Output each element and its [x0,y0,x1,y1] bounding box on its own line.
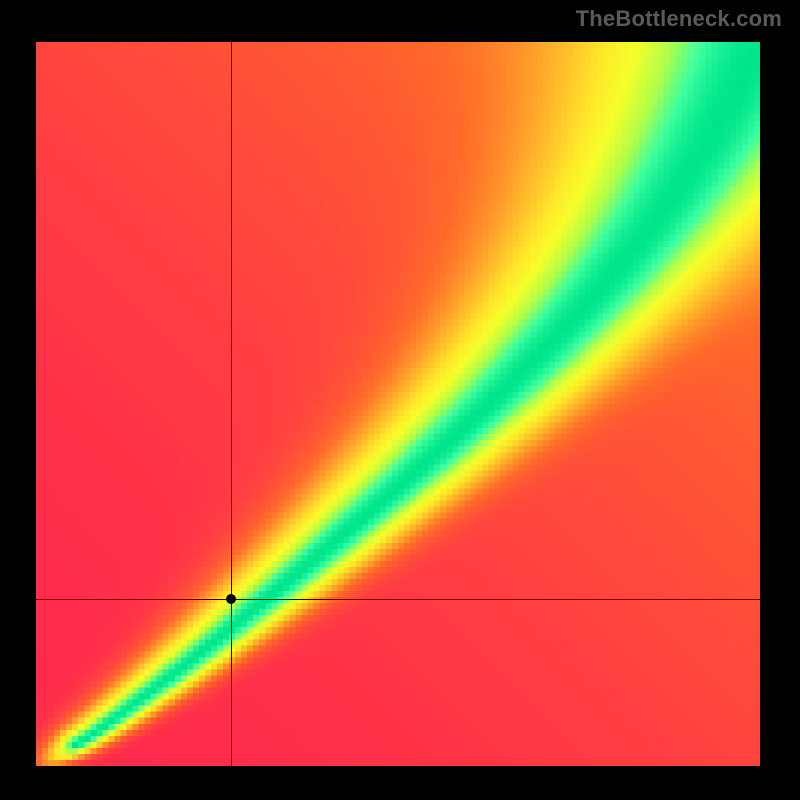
stage: TheBottleneck.com [0,0,800,800]
heatmap-plot [36,42,760,766]
crosshair-vertical [231,42,232,766]
crosshair-horizontal [36,599,760,600]
heatmap-canvas [36,42,760,766]
crosshair-dot [226,594,236,604]
source-watermark: TheBottleneck.com [576,6,782,32]
